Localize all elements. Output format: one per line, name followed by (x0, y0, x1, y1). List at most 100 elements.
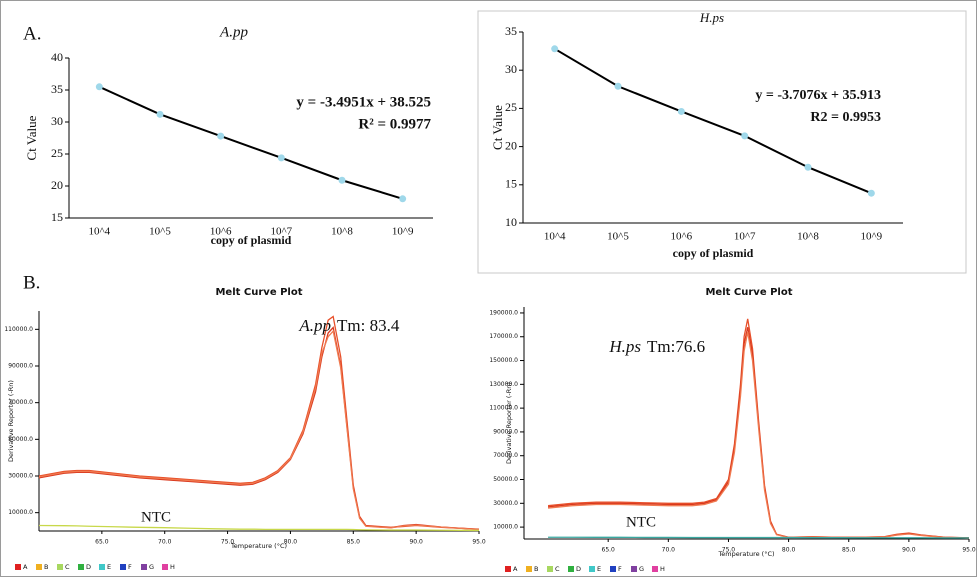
x-tick-label: 95.0 (472, 539, 486, 546)
panel-label: B. (23, 272, 40, 293)
y-tick-label: 25 (51, 146, 63, 160)
x-tick-label: 10^8 (331, 226, 353, 238)
y-tick-label: 50000.0 (8, 436, 33, 443)
legend-label: G (639, 565, 644, 573)
legend-swatch (57, 564, 63, 570)
x-axis-label: Temperature (°C) (230, 542, 287, 550)
y-tick-label: 35 (505, 24, 517, 38)
y-tick-label: 35 (51, 82, 63, 96)
x-axis-label: Temperature (°C) (717, 550, 774, 558)
legend-label: E (107, 563, 111, 571)
y-tick-label: 70000.0 (493, 452, 518, 459)
legend-swatch (36, 564, 42, 570)
y-tick-label: 25 (505, 100, 517, 114)
x-tick-label: 10^6 (670, 231, 692, 243)
legend-label: B (44, 563, 48, 571)
y-tick-label: 30 (505, 62, 517, 76)
x-tick-label: 10^5 (149, 226, 171, 238)
x-tick-label: 80.0 (782, 547, 796, 554)
y-tick-label: 20 (505, 138, 517, 152)
x-tick-label: 90.0 (902, 547, 916, 554)
x-tick-label: 85.0 (347, 539, 361, 546)
y-tick-label: 10000.0 (8, 509, 33, 516)
y-tick-label: 110000.0 (489, 405, 518, 412)
panel-label: A. (23, 23, 41, 44)
y-tick-label: 110000.0 (4, 326, 33, 333)
legend-label: H (660, 565, 665, 573)
x-tick-label: 10^6 (210, 226, 232, 238)
x-tick-label: 10^8 (797, 231, 819, 243)
series-line (38, 315, 480, 530)
x-tick-label: 65.0 (602, 547, 616, 554)
x-tick-label: 10^4 (88, 226, 110, 238)
y-tick-label: 130000.0 (489, 381, 518, 388)
y-axis-label: Ct Value (490, 105, 505, 150)
series-line (98, 85, 403, 200)
chart-title: A.pp (219, 24, 248, 40)
legend-label: F (128, 563, 132, 571)
legend-swatch (505, 566, 511, 572)
series-line (554, 47, 872, 195)
legend-swatch (547, 566, 553, 572)
x-tick-label: 85.0 (842, 547, 856, 554)
y-tick-label: 30 (51, 114, 63, 128)
y-tick-label: 20 (51, 178, 63, 192)
x-tick-label: 10^7 (734, 231, 756, 243)
series-line (547, 331, 970, 539)
annotation: Tm:76.6 (647, 337, 705, 356)
x-tick-label: 75.0 (221, 539, 235, 546)
annotation: A.pp (298, 316, 331, 335)
legend-swatch (589, 566, 595, 572)
y-tick-label: 15 (51, 210, 63, 224)
legend-label: B (534, 565, 538, 573)
y-axis-label: Derivative Reporter (-Rn) (7, 380, 15, 462)
legend-label: D (86, 563, 91, 571)
legend-label: G (149, 563, 154, 571)
legend-label: H (170, 563, 175, 571)
chart-title: Melt Curve Plot (215, 287, 302, 298)
data-point (741, 132, 749, 140)
annotation: NTC (141, 509, 171, 525)
legend-swatch (568, 566, 574, 572)
legend-swatch (526, 566, 532, 572)
y-tick-label: 50000.0 (493, 476, 518, 483)
x-tick-label: 70.0 (158, 539, 172, 546)
y-tick-label: 170000.0 (489, 333, 518, 340)
y-tick-label: 190000.0 (489, 309, 518, 316)
chart-title: Melt Curve Plot (705, 287, 792, 298)
legend-label: C (555, 565, 560, 573)
data-point (399, 195, 407, 203)
x-tick-label: 70.0 (662, 547, 676, 554)
legend-label: D (576, 565, 581, 573)
legend-label: A (513, 565, 518, 573)
series-line (38, 524, 480, 532)
legend-label: C (65, 563, 70, 571)
y-tick-label: 90000.0 (493, 428, 518, 435)
x-tick-label: 65.0 (95, 539, 109, 546)
legend-label: A (23, 563, 28, 571)
annotation: y = -3.7076x + 35.913 (755, 88, 881, 103)
data-point (867, 189, 875, 197)
annotation: y = -3.4951x + 38.525 (296, 94, 431, 110)
x-tick-label: 10^5 (607, 231, 629, 243)
series-line (38, 329, 480, 531)
series-line (548, 536, 969, 539)
x-axis-label: copy of plasmid (211, 233, 292, 247)
annotation: NTC (626, 514, 656, 530)
y-tick-label: 30000.0 (493, 500, 518, 507)
data-point (551, 45, 559, 53)
series-line (38, 326, 480, 530)
legend-swatch (99, 564, 105, 570)
legend-swatch (120, 564, 126, 570)
data-point (156, 110, 164, 118)
y-tick-label: 30000.0 (8, 473, 33, 480)
y-tick-label: 70000.0 (8, 399, 33, 406)
x-tick-label: 75.0 (722, 547, 736, 554)
data-point (217, 132, 225, 140)
data-point (677, 107, 685, 115)
chart-frame (477, 10, 967, 274)
annotation: Tm: 83.4 (337, 316, 400, 335)
legend-swatch (652, 566, 658, 572)
x-axis-label: copy of plasmid (673, 246, 754, 260)
